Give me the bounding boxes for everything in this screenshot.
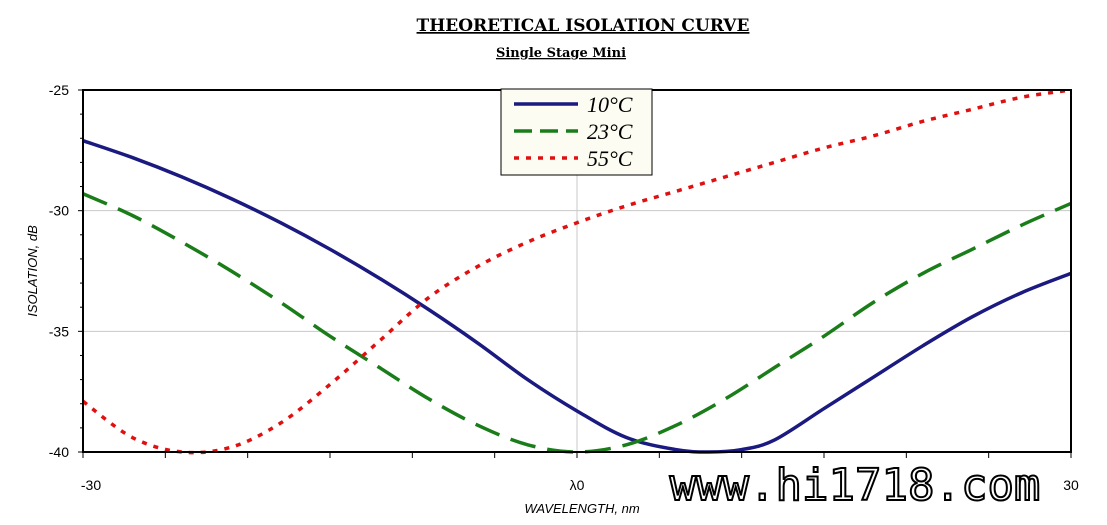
y-axis-ticks: -25 -30 -35 -40 [49,82,83,460]
plot-series [81,88,1072,455]
legend-label-1: 23°C [587,119,633,144]
chart-subtitle: Single Stage Mini [496,46,626,61]
y-axis-label: ISOLATION, dB [25,225,40,317]
series-line-2 [81,88,1072,455]
x-tick-label: λ0 [570,477,585,493]
x-tick-label: 30 [1063,477,1079,493]
legend-label-0: 10°C [587,92,633,117]
x-tick-label: -30 [81,477,101,493]
legend-label-2: 55°C [587,146,633,171]
y-tick-label: -30 [49,203,69,219]
y-tick-label: -25 [49,82,69,98]
chart-title: THEORETICAL ISOLATION CURVE [417,16,750,36]
x-axis-label: WAVELENGTH, nm [524,501,640,516]
series-line-0 [82,139,1072,454]
y-tick-label: -40 [49,444,69,460]
legend: 10°C23°C55°C [500,88,653,176]
watermark-text: www.hi1718.com [670,460,1041,511]
x-axis-ticks: -30 λ0 30 [81,452,1079,493]
y-tick-label: -35 [49,323,69,339]
